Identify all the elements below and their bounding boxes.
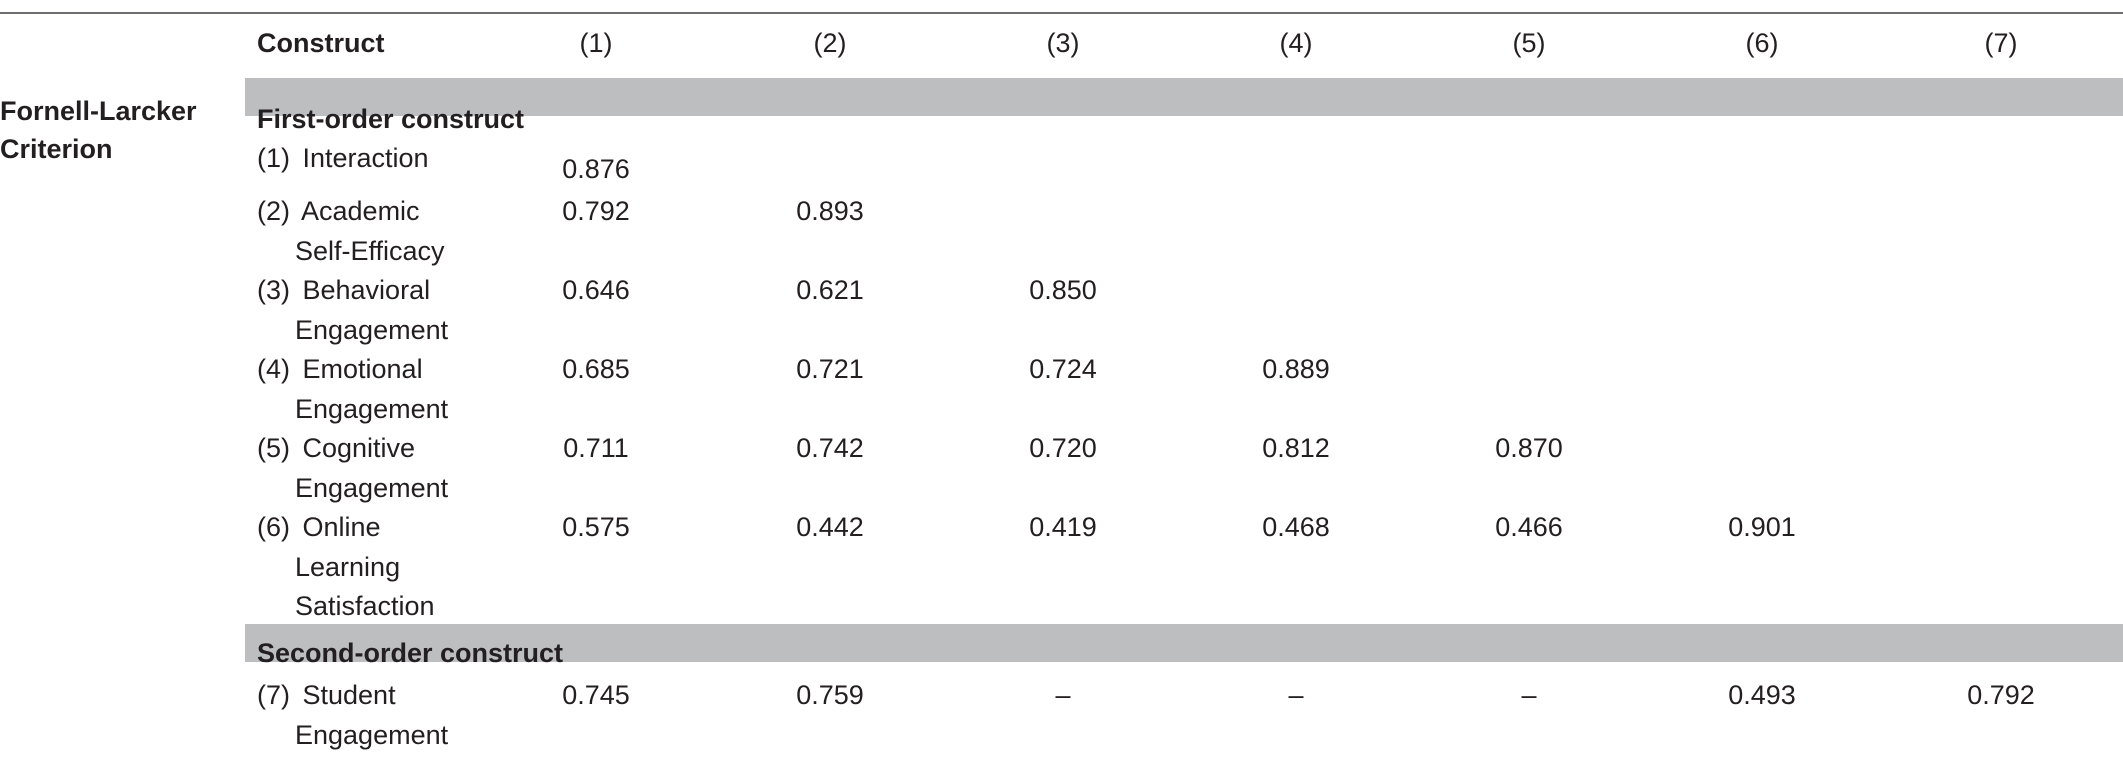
row-label-5: (5) Cognitive Engagement — [257, 429, 517, 508]
table-cell-r3-c2: 0.621 — [796, 275, 864, 305]
row-label-2: (2) Academic Self-Efficacy — [257, 192, 517, 271]
table-top-rule — [0, 12, 2123, 14]
table-cell-r6-c3: 0.419 — [1029, 512, 1097, 542]
second-order-section-band — [245, 624, 2123, 662]
row-number: (1) — [257, 143, 290, 173]
table-cell-r7-c1: 0.745 — [562, 680, 630, 710]
table-cell-r6-c5: 0.466 — [1495, 512, 1563, 542]
row-label-line: Self-Efficacy — [295, 235, 445, 266]
row-label-line: (4) Emotional — [257, 350, 517, 390]
row-label-line: Engagement — [295, 472, 449, 503]
table-cell-r1-c1: 0.876 — [562, 154, 630, 184]
first-order-section-label: First-order construct — [257, 104, 525, 134]
row-label-text: Behavioral — [295, 275, 431, 305]
column-header-3: (3) — [1046, 28, 1080, 58]
table-cell-r7-c2: 0.759 — [796, 680, 864, 710]
first-order-section-band — [245, 78, 2123, 116]
table-cell-r6-c6: 0.901 — [1728, 512, 1796, 542]
row-label-line: (1) Interaction — [257, 139, 517, 179]
column-header-2: (2) — [813, 28, 847, 58]
row-label-text: Emotional — [295, 354, 423, 384]
column-header-1: (1) — [579, 28, 613, 58]
row-label-text: Academic — [295, 196, 420, 226]
table-cell-r5-c4: 0.812 — [1262, 433, 1330, 463]
row-number: (7) — [257, 680, 290, 710]
table-cell-r5-c5: 0.870 — [1495, 433, 1563, 463]
row-label-line: Engagement — [295, 393, 449, 424]
row-number: (6) — [257, 512, 290, 542]
row-label-4: (4) Emotional Engagement — [257, 350, 517, 429]
table-cell-r7-c7: 0.792 — [1967, 680, 2035, 710]
row-label-1: (1) Interaction — [257, 139, 517, 179]
row-label-text: Online — [295, 512, 381, 542]
table-cell-r5-c2: 0.742 — [796, 433, 864, 463]
table-cell-r6-c1: 0.575 — [562, 512, 630, 542]
table-cell-r3-c1: 0.646 — [562, 275, 630, 305]
row-label-line: (6) Online — [257, 508, 517, 548]
table-cell-r7-c3: – — [1055, 680, 1071, 710]
row-number: (4) — [257, 354, 290, 384]
row-number: (5) — [257, 433, 290, 463]
row-label-line: (5) Cognitive — [257, 429, 517, 469]
row-label-line: (3) Behavioral — [257, 271, 517, 311]
table-cell-r7-c4: – — [1288, 680, 1304, 710]
row-label-text: Interaction — [295, 143, 429, 173]
table-cell-r4-c4: 0.889 — [1262, 354, 1330, 384]
construct-column-header: Construct — [257, 28, 385, 58]
table-cell-r5-c1: 0.711 — [563, 433, 629, 463]
column-header-5: (5) — [1512, 28, 1546, 58]
row-label-3: (3) Behavioral Engagement — [257, 271, 517, 350]
table-cell-r2-c1: 0.792 — [562, 196, 630, 226]
table-cell-r4-c2: 0.721 — [796, 354, 864, 384]
column-header-7: (7) — [1984, 28, 2018, 58]
row-label-line: Learning — [295, 551, 401, 582]
column-header-6: (6) — [1745, 28, 1779, 58]
row-label-line: Engagement — [295, 719, 449, 750]
row-label-line: (7) Student — [257, 676, 517, 716]
row-label-line: Engagement — [295, 314, 449, 345]
table-cell-r7-c6: 0.493 — [1728, 680, 1796, 710]
row-label-line: Satisfaction — [295, 591, 435, 621]
row-number: (3) — [257, 275, 290, 305]
table-cell-r2-c2: 0.893 — [796, 196, 864, 226]
second-order-section-label: Second-order construct — [257, 638, 564, 668]
row-number: (2) — [257, 196, 290, 226]
row-label-6: (6) Online Learning Satisfaction — [257, 508, 517, 627]
row-label-text: Cognitive — [295, 433, 416, 463]
table-cell-r7-c5: – — [1521, 680, 1537, 710]
table-cell-r6-c4: 0.468 — [1262, 512, 1330, 542]
criterion-label: Fornell-Larcker Criterion — [0, 96, 197, 164]
table-cell-r4-c1: 0.685 — [562, 354, 630, 384]
table-cell-r3-c3: 0.850 — [1029, 275, 1097, 305]
column-header-4: (4) — [1279, 28, 1313, 58]
table-cell-r6-c2: 0.442 — [796, 512, 864, 542]
row-label-line: (2) Academic — [257, 192, 517, 232]
row-label-text: Student — [295, 680, 396, 710]
row-label-7: (7) Student Engagement — [257, 676, 517, 755]
table-cell-r5-c3: 0.720 — [1029, 433, 1097, 463]
table-cell-r4-c3: 0.724 — [1029, 354, 1097, 384]
